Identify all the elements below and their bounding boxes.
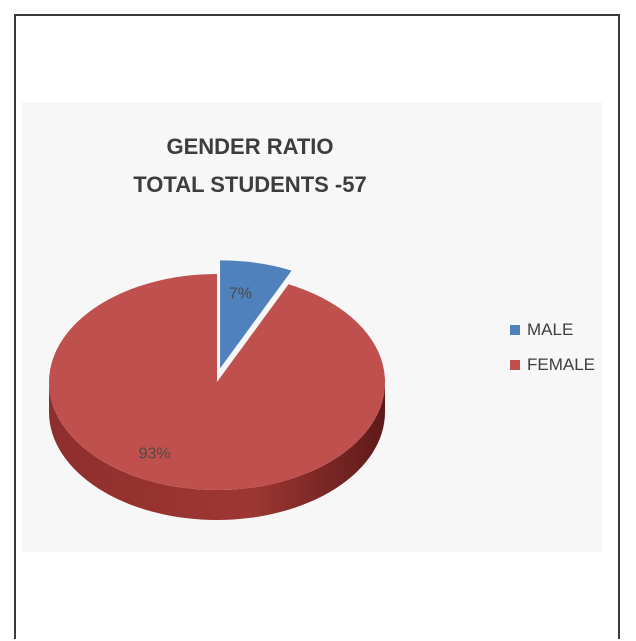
pie-slice-side-female bbox=[49, 382, 385, 520]
legend-item-female: FEMALE bbox=[510, 347, 595, 382]
legend-item-male: MALE bbox=[510, 312, 595, 347]
chart-legend: MALE FEMALE bbox=[510, 312, 595, 382]
data-label-female: 93% bbox=[139, 446, 171, 463]
pie-slice-female bbox=[49, 274, 386, 520]
pie-slice-male bbox=[220, 260, 292, 369]
chart-subtitle-line: TOTAL STUDENTS -57 bbox=[133, 172, 367, 197]
pie-slice-top-male bbox=[220, 260, 292, 369]
legend-swatch-female bbox=[510, 359, 520, 370]
legend-label-female: FEMALE bbox=[527, 354, 596, 374]
chart-title: GENDER RATIO TOTAL STUDENTS -57 bbox=[100, 128, 400, 204]
legend-label-male: MALE bbox=[527, 319, 574, 339]
pie-slice-top-female bbox=[49, 274, 386, 490]
legend-swatch-male bbox=[510, 324, 520, 335]
data-label-male: 7% bbox=[229, 285, 252, 302]
chart-title-line: GENDER RATIO bbox=[166, 134, 334, 159]
